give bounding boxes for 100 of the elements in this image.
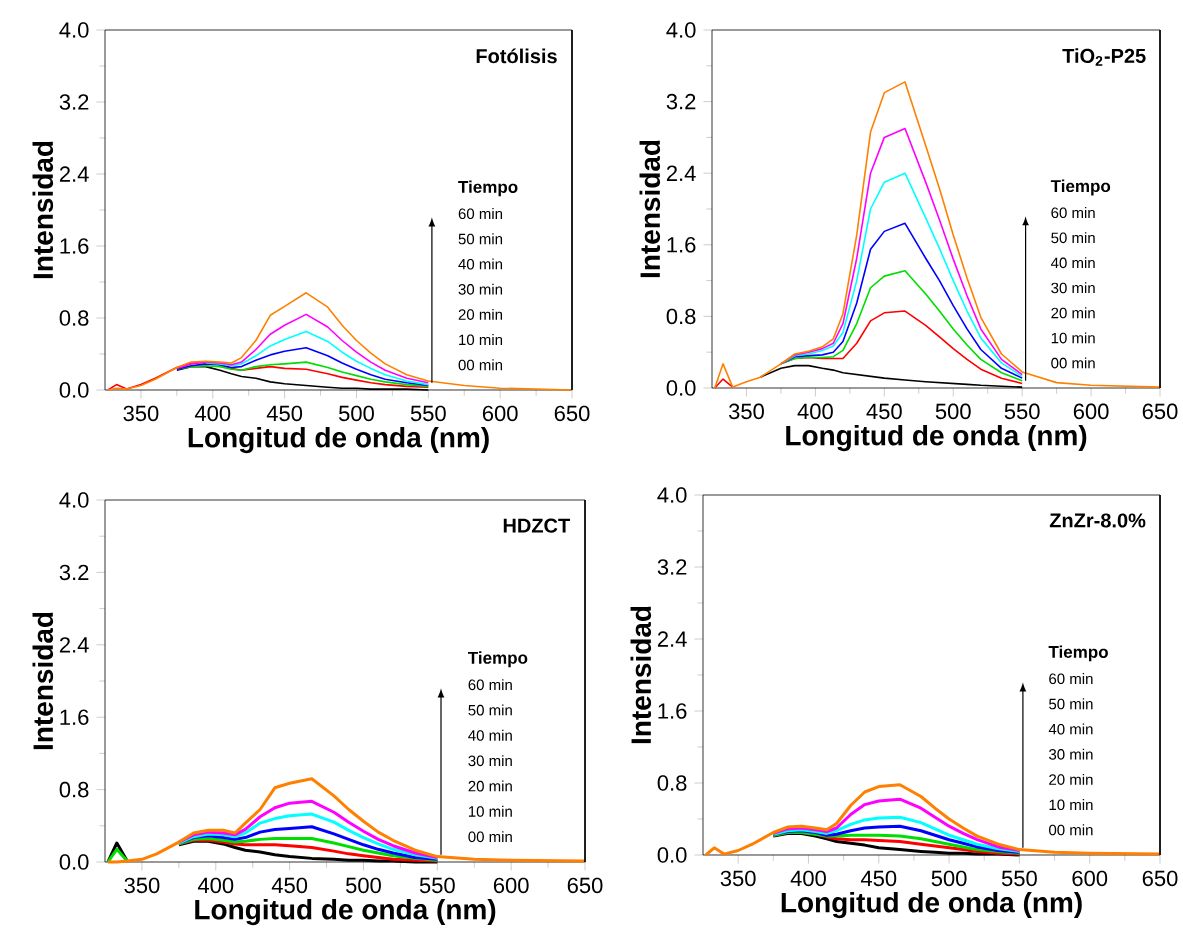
x-tick-label: 550 — [1001, 870, 1037, 887]
x-axis-title: Longitud de onda (nm) — [786, 424, 1087, 452]
x-tick-label: 650 — [567, 877, 603, 894]
text: ZnZr-8.0% — [1049, 513, 1146, 528]
annotation: 10 min — [468, 805, 512, 817]
x-tick-label: 650 — [1142, 403, 1178, 420]
y-tick-label: 3.2 — [666, 93, 696, 110]
annotation: 00 min — [1051, 357, 1095, 369]
annotation: 50 min — [458, 233, 503, 245]
annotation: 20 min — [1049, 773, 1093, 785]
x-tick-label: 550 — [1004, 403, 1040, 420]
x-axis-title: Longitud de onda (nm) — [781, 891, 1082, 919]
annotation: 50 min — [468, 704, 512, 716]
x-tick-label: 550 — [410, 405, 446, 422]
y-tick-label: 0.8 — [59, 310, 89, 326]
y-tick-label: 3.2 — [59, 564, 89, 581]
x-tick-label: 350 — [720, 870, 756, 887]
y-tick-label: 0.8 — [59, 781, 89, 798]
annotation: 20 min — [1051, 307, 1095, 319]
y-tick-label: 0.0 — [657, 847, 687, 863]
x-tick-label: 400 — [790, 870, 826, 887]
y-tick-label: 1.6 — [60, 709, 89, 725]
line-series — [176, 313, 430, 384]
annotation: 60 min — [458, 208, 503, 220]
y-tick-label: 0.0 — [59, 382, 89, 398]
annotation: 50 min — [1051, 232, 1095, 244]
annotation: 50 min — [1049, 698, 1093, 710]
text: TiO$_{2}$-P25 — [1062, 48, 1146, 66]
annotation: 10 min — [1051, 332, 1095, 344]
x-tick-label: 450 — [866, 403, 902, 420]
annotation: 00 min — [468, 831, 512, 843]
x-tick-label: 550 — [419, 877, 455, 894]
y-axis-title: Intensidad — [630, 606, 652, 744]
y-tick-label: 4.0 — [59, 22, 89, 38]
x-tick-label: 600 — [493, 877, 529, 894]
y-axis-title: Intensidad — [32, 612, 54, 750]
x-tick-label: 500 — [931, 870, 967, 887]
line-series — [204, 330, 430, 386]
y-tick-label: 1.6 — [667, 237, 696, 253]
annotation: 40 min — [458, 258, 503, 270]
y-tick-label: 2.4 — [657, 631, 687, 647]
line-series — [713, 81, 1161, 389]
x-tick-label: 500 — [338, 405, 374, 422]
y-tick-label: 1.6 — [60, 238, 89, 254]
x-tick-label: 350 — [124, 877, 160, 894]
y-tick-label: 0.8 — [666, 308, 696, 325]
line-series — [106, 777, 587, 864]
y-tick-label: 0.8 — [657, 775, 687, 791]
y-tick-label: 2.4 — [666, 165, 696, 181]
annotation: 20 min — [468, 780, 512, 792]
y-axis-title: Intensidad — [32, 141, 54, 279]
x-tick-label: 350 — [123, 405, 159, 422]
x-tick-label: 400 — [197, 877, 234, 894]
x-tick-label: 400 — [797, 403, 833, 420]
annotation: 40 min — [1048, 723, 1093, 735]
text: Fotólisis — [476, 48, 557, 64]
x-tick-label: 650 — [1142, 870, 1178, 887]
annotation: 10 min — [459, 334, 503, 346]
annotation: 40 min — [1050, 257, 1095, 269]
x-axis-title: Longitud de onda (nm) — [188, 426, 489, 454]
x-tick-label: 450 — [860, 870, 897, 887]
annotation: Tiempo — [1050, 179, 1111, 196]
annotation: 60 min — [1049, 673, 1093, 685]
annotation: 60 min — [468, 679, 512, 691]
x-tick-label: 500 — [935, 403, 971, 420]
y-tick-label: 3.2 — [657, 559, 687, 575]
x-tick-label: 400 — [194, 405, 231, 422]
x-tick-label: 450 — [271, 877, 308, 894]
annotation: Tiempo — [458, 180, 518, 197]
annotation: 30 min — [1049, 748, 1093, 760]
annotation: 30 min — [1051, 282, 1095, 294]
annotation: 60 min — [1051, 207, 1095, 219]
line-series — [176, 346, 430, 387]
text: HDZCT — [503, 518, 570, 533]
y-tick-label: 2.4 — [59, 166, 89, 182]
y-axis-title: Intensidad — [639, 140, 661, 278]
x-tick-label: 600 — [1073, 403, 1109, 420]
y-tick-label: 4.0 — [59, 492, 89, 508]
y-tick-label: 4.0 — [657, 487, 687, 503]
y-tick-label: 4.0 — [666, 22, 696, 38]
line-series — [771, 797, 1021, 852]
line-series — [704, 783, 1162, 857]
x-tick-label: 500 — [346, 877, 381, 894]
annotation: 30 min — [458, 283, 503, 295]
x-tick-label: 350 — [728, 403, 764, 420]
y-tick-label: 0.0 — [666, 380, 696, 396]
annotation: 00 min — [458, 359, 503, 371]
annotation: 10 min — [1049, 799, 1093, 811]
x-axis-title: Longitud de onda (nm) — [195, 898, 496, 926]
y-tick-label: 2.4 — [59, 637, 89, 653]
annotation: 20 min — [458, 308, 503, 320]
y-tick-label: 0.0 — [59, 854, 89, 870]
x-tick-label: 650 — [554, 405, 590, 422]
annotation: 40 min — [468, 729, 512, 741]
line-series — [780, 269, 1023, 382]
x-tick-label: 600 — [482, 405, 518, 422]
y-tick-label: 3.2 — [59, 94, 89, 110]
annotation: 30 min — [468, 755, 512, 767]
annotation: Tiempo — [468, 651, 528, 668]
annotation: 00 min — [1049, 824, 1093, 836]
